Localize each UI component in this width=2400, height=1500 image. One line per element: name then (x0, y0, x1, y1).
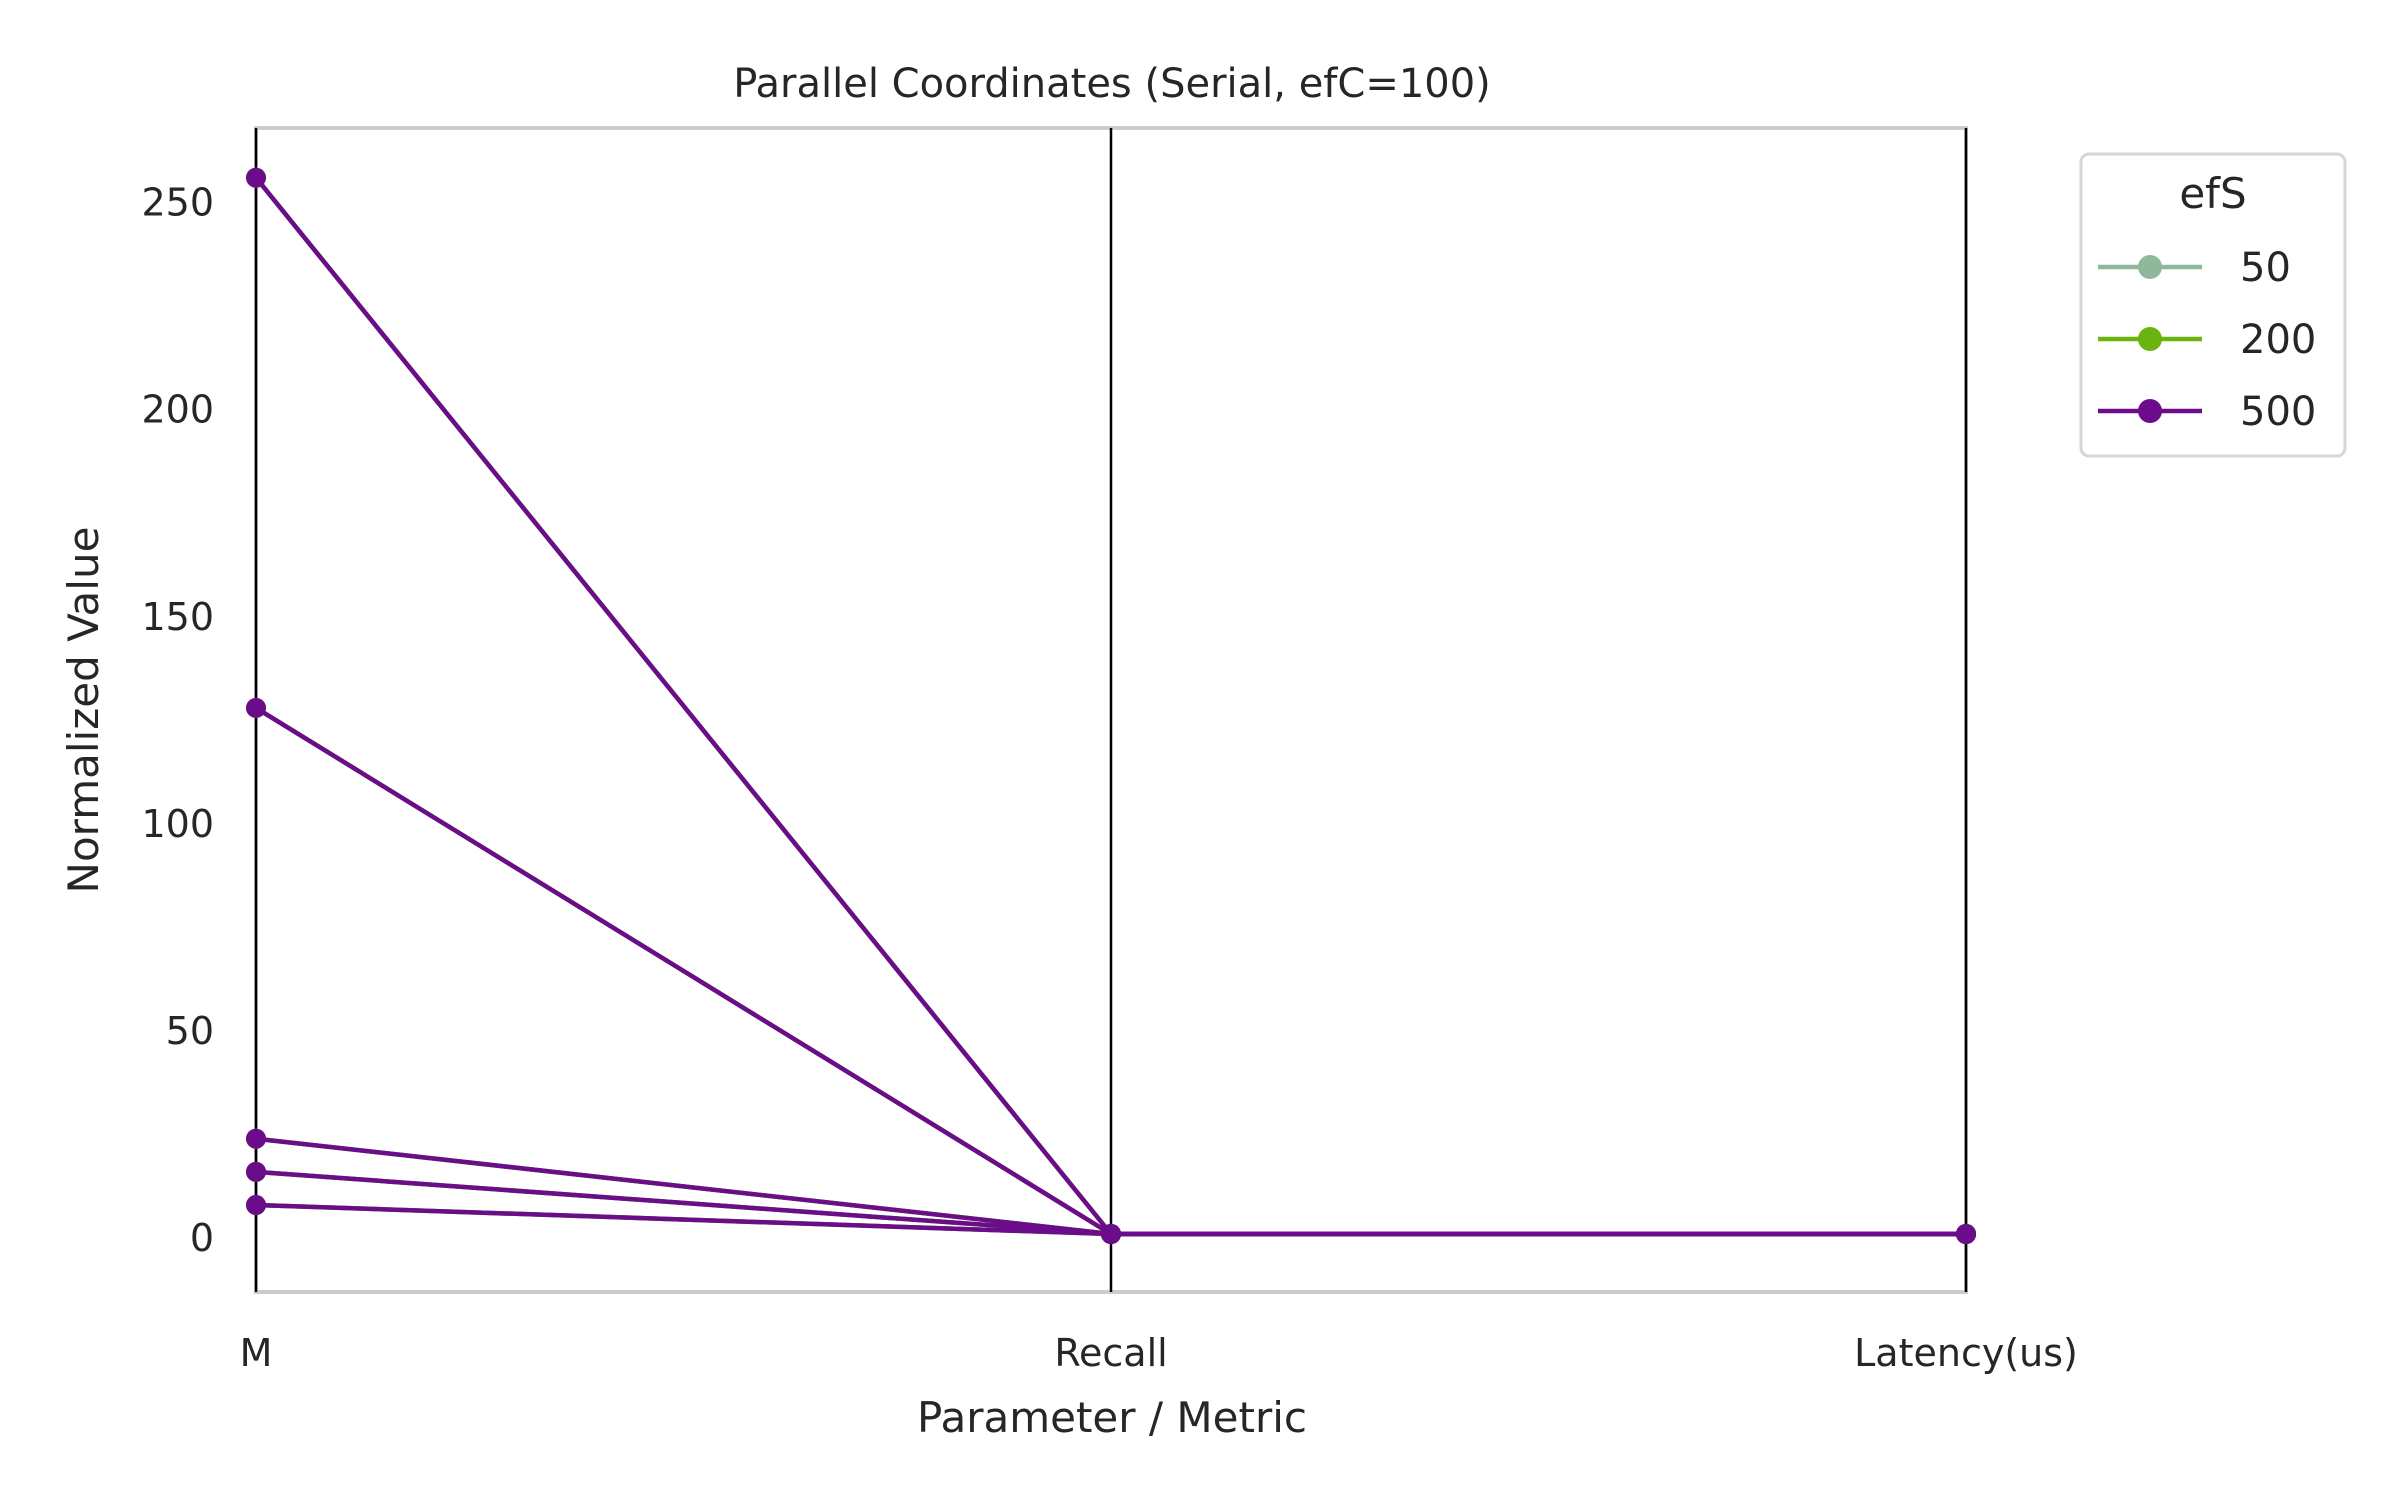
data-point-12-0 (246, 1128, 266, 1149)
y-axis-label: Normalized Value (59, 527, 108, 894)
y-tick-label: 200 (141, 388, 214, 432)
data-point-13-0 (246, 697, 266, 718)
x-tick-label: Latency(us) (1854, 1331, 2078, 1375)
data-point-14-1 (1101, 1224, 1121, 1245)
legend-marker (2138, 399, 2162, 423)
data-point-14-0 (246, 167, 266, 188)
x-tick-label: M (240, 1331, 273, 1375)
data-point-11-0 (246, 1161, 266, 1182)
y-tick-label: 150 (141, 595, 214, 639)
x-tick-label: Recall (1054, 1331, 1167, 1375)
legend-entries: 50 200 500 (2098, 245, 2316, 435)
legend-label: 200 (2240, 317, 2316, 363)
legend-label: 500 (2240, 389, 2316, 435)
legend-entry-500: 500 (2098, 389, 2316, 435)
y-tick-label: 250 (141, 181, 214, 225)
legend-title: efS (2179, 169, 2246, 218)
y-tick-label: 50 (166, 1009, 214, 1053)
y-tick-label: 0 (190, 1216, 214, 1260)
legend: efS 50 200 500 (2079, 152, 2347, 458)
legend-entry-50: 50 (2098, 245, 2291, 291)
chart-title: Parallel Coordinates (Serial, efC=100) (733, 61, 1491, 107)
x-axis-label: Parameter / Metric (917, 1393, 1307, 1442)
y-tick-labels: 0 50 100 150 200 250 (141, 181, 214, 1261)
x-tick-labels: M Recall Latency(us) (240, 1331, 2078, 1375)
legend-marker (2138, 255, 2162, 279)
y-tick-label: 100 (141, 802, 214, 846)
legend-marker (2138, 327, 2162, 351)
legend-frame (2079, 152, 2347, 458)
legend-label: 50 (2240, 245, 2291, 291)
legend-entry-200: 200 (2098, 317, 2316, 363)
data-point-10-0 (246, 1195, 266, 1216)
data-point-14-2 (1956, 1224, 1976, 1245)
plot-area (246, 126, 1976, 1294)
